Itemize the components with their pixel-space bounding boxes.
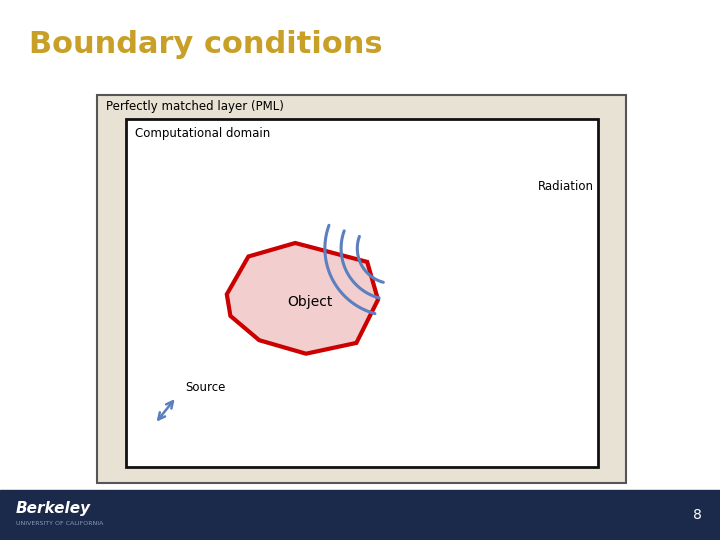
Text: Boundary conditions: Boundary conditions: [29, 30, 382, 59]
Text: UNIVERSITY OF CALIFORNIA: UNIVERSITY OF CALIFORNIA: [16, 521, 103, 526]
Polygon shape: [227, 243, 378, 354]
Text: Perfectly matched layer (PML): Perfectly matched layer (PML): [106, 100, 284, 113]
Text: Object: Object: [287, 295, 333, 309]
Text: Computational domain: Computational domain: [135, 127, 270, 140]
Text: Source: Source: [185, 381, 225, 394]
Text: Berkeley: Berkeley: [16, 501, 91, 516]
Bar: [126, 119, 598, 467]
Text: 8: 8: [693, 508, 702, 522]
Bar: [0, 490, 720, 540]
Text: Radiation: Radiation: [538, 180, 594, 193]
Bar: [97, 94, 626, 483]
